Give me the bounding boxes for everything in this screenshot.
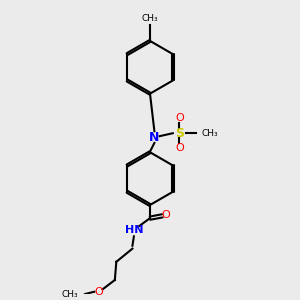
Text: O: O (175, 113, 184, 123)
Text: CH₃: CH₃ (142, 14, 158, 23)
Text: O: O (94, 287, 103, 297)
Text: N: N (149, 131, 160, 144)
Text: O: O (175, 143, 184, 154)
Text: S: S (175, 127, 184, 140)
Text: O: O (162, 210, 170, 220)
Text: HN: HN (124, 226, 143, 236)
Text: CH₃: CH₃ (202, 129, 218, 138)
Text: CH₃: CH₃ (61, 290, 78, 298)
